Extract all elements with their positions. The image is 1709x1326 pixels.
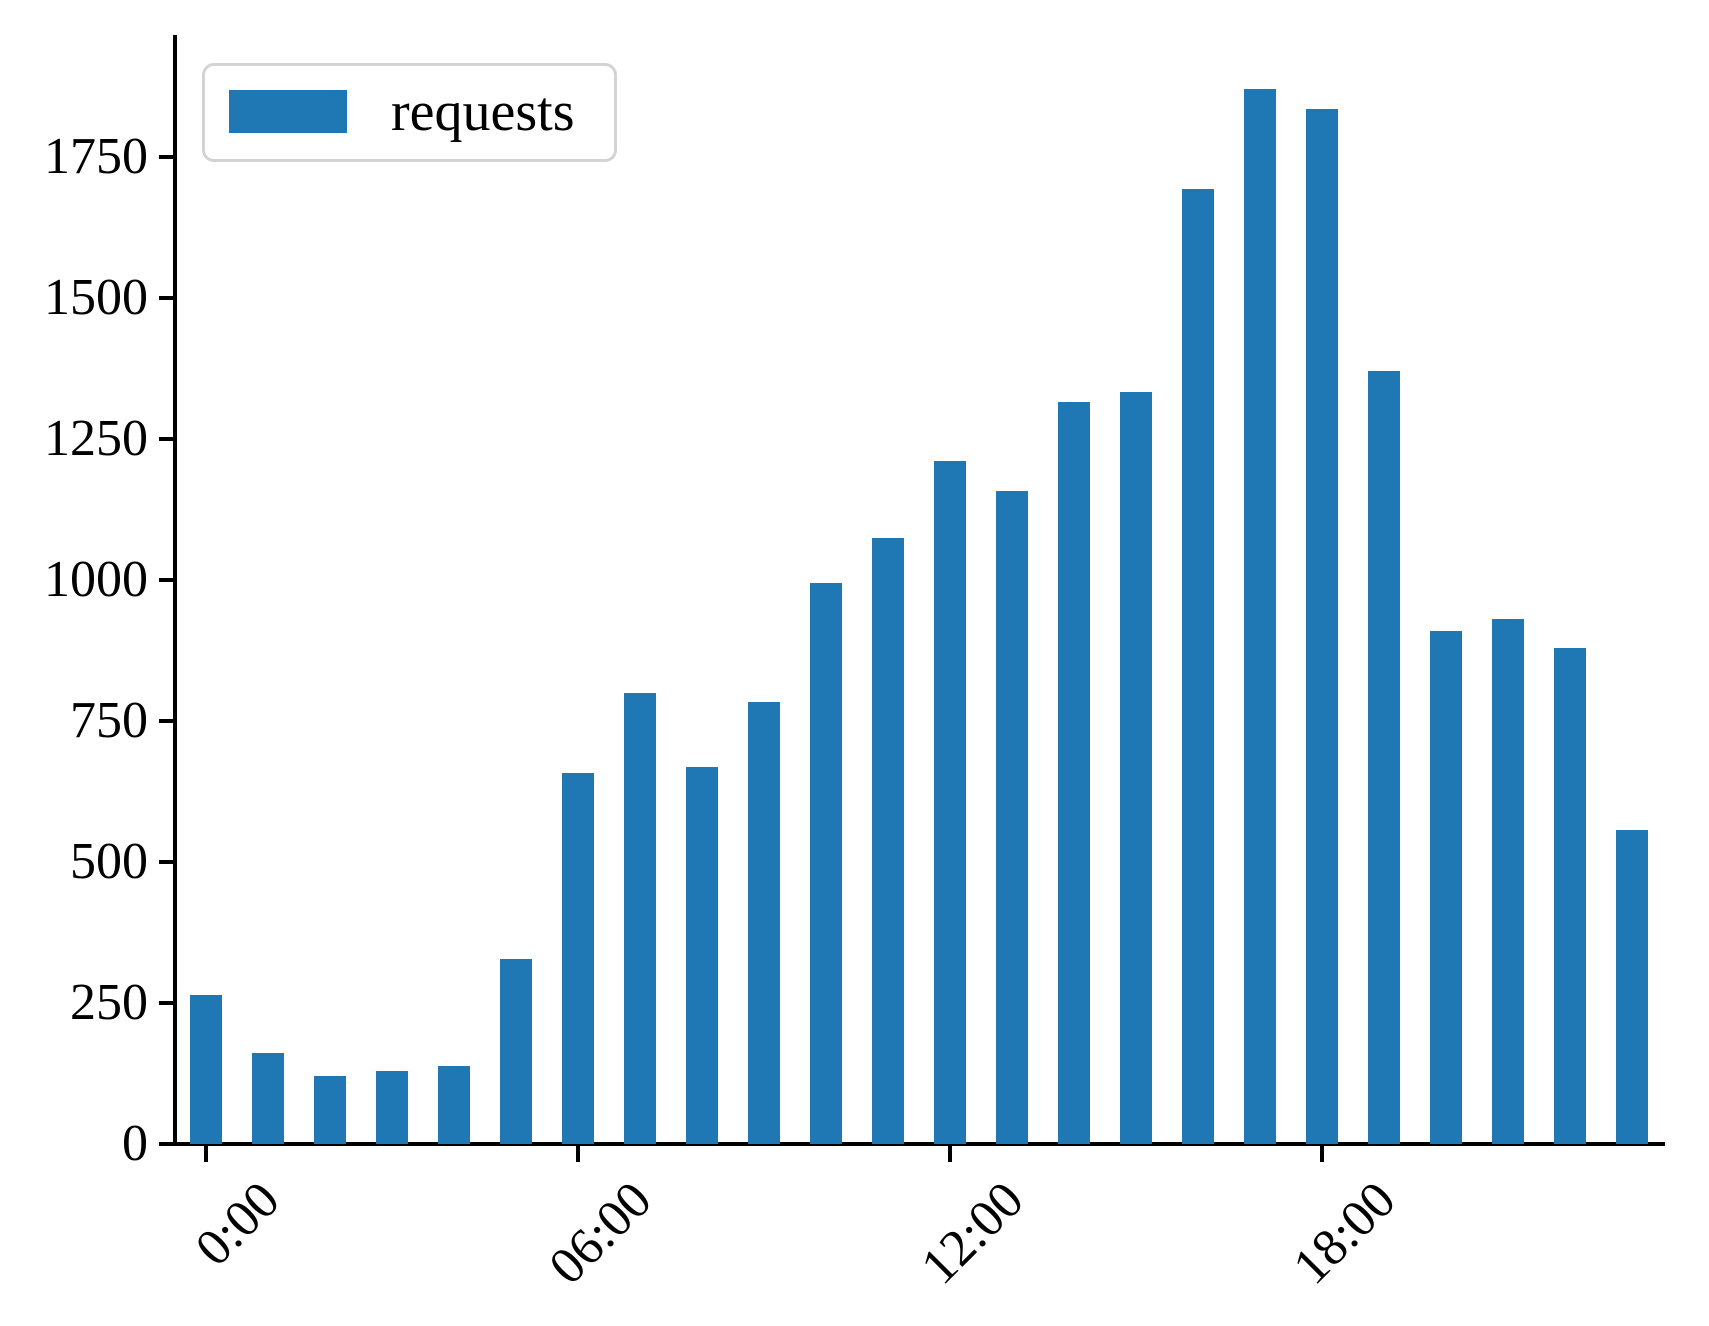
bar-2:00 <box>314 1076 346 1144</box>
x-tick-0:00 <box>204 1146 208 1162</box>
x-axis-spine <box>173 1142 1665 1146</box>
bar-17:00 <box>1244 89 1276 1144</box>
x-tick-06:00 <box>576 1146 580 1162</box>
bar-10:00 <box>810 583 842 1144</box>
bar-0:00 <box>190 995 222 1144</box>
y-tick-label-1250: 1250 <box>44 410 148 467</box>
bar-3:00 <box>376 1071 408 1144</box>
x-tick-label-12:00: 12:00 <box>910 1171 1035 1296</box>
y-tick-label-500: 500 <box>70 833 148 890</box>
x-tick-12:00 <box>948 1146 952 1162</box>
bar-23:00 <box>1616 830 1648 1144</box>
y-tick-label-750: 750 <box>70 692 148 749</box>
y-tick-750 <box>159 719 174 723</box>
y-tick-label-0: 0 <box>122 1115 148 1172</box>
x-tick-label-06:00: 06:00 <box>538 1171 663 1296</box>
x-tick-18:00 <box>1320 1146 1324 1162</box>
y-tick-1750 <box>159 155 174 159</box>
bar-12:00 <box>934 461 966 1144</box>
y-tick-label-1750: 1750 <box>44 128 148 185</box>
bar-21:00 <box>1492 619 1524 1144</box>
y-tick-500 <box>159 860 174 864</box>
bar-13:00 <box>996 491 1028 1144</box>
bar-11:00 <box>872 538 904 1144</box>
bar-1:00 <box>252 1053 284 1144</box>
y-tick-1500 <box>159 296 174 300</box>
legend-swatch <box>229 90 347 133</box>
y-axis-spine <box>173 35 177 1146</box>
x-tick-label-0:00: 0:00 <box>184 1171 291 1277</box>
y-tick-label-250: 250 <box>70 974 148 1031</box>
bar-20:00 <box>1430 631 1462 1144</box>
legend: requests <box>202 63 617 162</box>
y-tick-label-1500: 1500 <box>44 269 148 326</box>
x-tick-label-18:00: 18:00 <box>1282 1171 1407 1296</box>
bar-8:00 <box>686 767 718 1144</box>
bar-6:00 <box>562 773 594 1144</box>
y-tick-1250 <box>159 437 174 441</box>
bar-7:00 <box>624 693 656 1144</box>
y-tick-250 <box>159 1001 174 1005</box>
bar-22:00 <box>1554 648 1586 1144</box>
bar-4:00 <box>438 1066 470 1144</box>
legend-label: requests <box>391 81 575 143</box>
y-tick-label-1000: 1000 <box>44 551 148 608</box>
y-tick-0 <box>159 1142 174 1146</box>
bar-19:00 <box>1368 371 1400 1144</box>
bar-16:00 <box>1182 189 1214 1144</box>
bar-5:00 <box>500 959 532 1144</box>
bar-14:00 <box>1058 402 1090 1144</box>
bar-9:00 <box>748 702 780 1144</box>
y-tick-1000 <box>159 578 174 582</box>
bar-18:00 <box>1306 109 1338 1144</box>
bar-15:00 <box>1120 392 1152 1144</box>
